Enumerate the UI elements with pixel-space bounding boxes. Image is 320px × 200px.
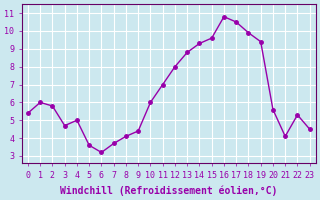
X-axis label: Windchill (Refroidissement éolien,°C): Windchill (Refroidissement éolien,°C) bbox=[60, 185, 277, 196]
